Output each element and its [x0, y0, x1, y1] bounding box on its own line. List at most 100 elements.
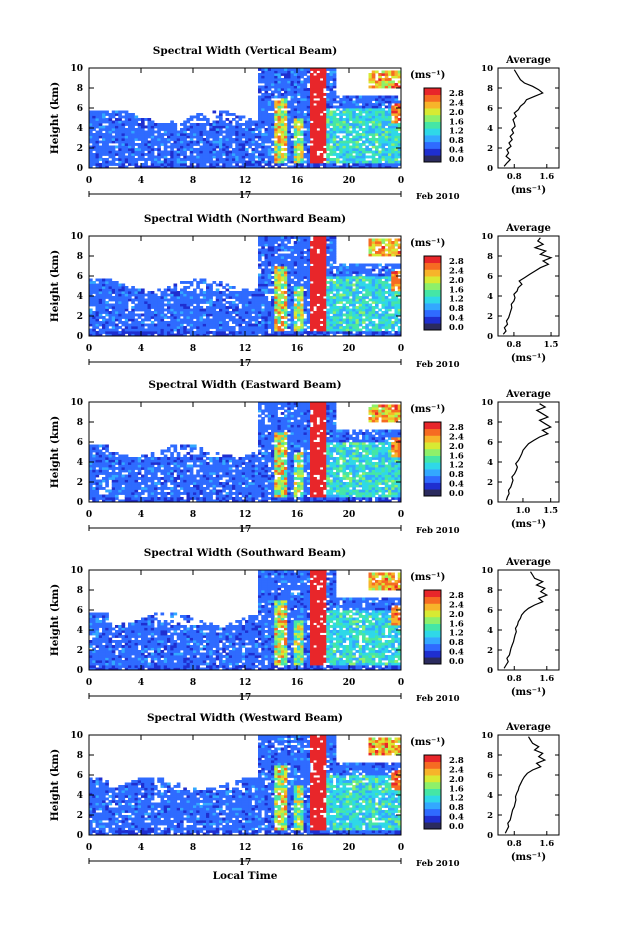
heatmap-cell	[258, 286, 262, 289]
heatmap-cell	[212, 160, 217, 164]
heatmap-cell	[388, 248, 392, 252]
heatmap-cell	[144, 318, 148, 322]
heatmap-cell	[329, 238, 334, 242]
heatmap-cell	[310, 268, 314, 272]
heatmap-cell	[349, 123, 353, 126]
heatmap-cell	[219, 333, 223, 337]
heatmap-cell	[271, 148, 275, 151]
heatmap-cell	[375, 243, 379, 247]
heatmap-cell	[124, 296, 129, 299]
heatmap-cell	[258, 95, 262, 99]
heatmap-cell	[277, 93, 282, 96]
heatmap-cell	[173, 301, 178, 304]
heatmap-cell	[323, 128, 327, 131]
heatmap-cell	[95, 301, 100, 304]
heatmap-cell	[176, 163, 181, 166]
heatmap-cell	[297, 313, 301, 317]
heatmap-cell	[264, 150, 269, 154]
heatmap-cell	[92, 489, 96, 493]
heatmap-cell	[108, 303, 113, 307]
heatmap-cell	[258, 113, 262, 116]
heatmap-cell	[274, 293, 278, 297]
heatmap-cell	[173, 311, 178, 314]
heatmap-cell	[316, 236, 321, 239]
heatmap-cell	[274, 291, 278, 294]
heatmap-cell	[378, 238, 382, 242]
heatmap-cell	[326, 113, 330, 116]
heatmap-cell	[150, 128, 155, 131]
heatmap-cell	[105, 140, 109, 144]
heatmap-cell	[222, 158, 226, 161]
heatmap-cell	[336, 281, 340, 284]
heatmap-cell	[254, 296, 259, 299]
heatmap-cell	[258, 303, 262, 307]
heatmap-cell	[313, 163, 317, 166]
heatmap-cell	[339, 293, 343, 297]
heatmap-cell	[310, 278, 314, 282]
heatmap-cell	[277, 318, 282, 322]
heatmap-cell	[199, 333, 204, 337]
heatmap-cell	[297, 148, 301, 151]
heatmap-cell	[95, 489, 100, 493]
heatmap-cell	[310, 316, 314, 319]
heatmap-cell	[332, 316, 337, 319]
heatmap-cell	[388, 138, 392, 141]
heatmap-cell	[95, 321, 100, 324]
heatmap-cell	[397, 135, 402, 139]
panel-title: Spectral Width (Eastward Beam)	[148, 379, 341, 391]
heatmap-cell	[271, 276, 275, 279]
heatmap-cell	[300, 163, 304, 166]
heatmap-cell	[297, 140, 301, 144]
heatmap-cell	[215, 150, 220, 154]
heatmap-cell	[290, 236, 295, 239]
heatmap-cell	[274, 303, 278, 307]
heatmap-cell	[280, 95, 285, 99]
heatmap-cell	[183, 120, 187, 124]
heatmap-cell	[332, 301, 337, 304]
heatmap-cell	[300, 253, 304, 257]
heatmap-cell	[150, 316, 155, 319]
heatmap-cell	[394, 298, 399, 302]
heatmap-cell	[173, 296, 178, 299]
heatmap-cell	[206, 331, 210, 334]
heatmap-cell	[144, 140, 148, 144]
heatmap-cell	[310, 78, 314, 81]
heatmap-cell	[316, 326, 321, 329]
heatmap-cell	[313, 271, 317, 274]
heatmap-cell	[183, 306, 187, 309]
heatmap-cell	[394, 306, 399, 309]
heatmap-cell	[384, 95, 389, 99]
heatmap-cell	[238, 311, 243, 314]
heatmap-cell	[176, 298, 181, 302]
heatmap-cell	[339, 266, 343, 269]
heatmap-cell	[397, 108, 402, 111]
heatmap-cell	[397, 110, 402, 114]
heatmap-cell	[384, 118, 389, 121]
heatmap-cell	[297, 118, 301, 121]
heatmap-cell	[326, 281, 330, 284]
heatmap-cell	[102, 278, 106, 282]
heatmap-cell	[349, 165, 353, 169]
heatmap-cell	[251, 296, 256, 299]
heatmap-cell	[271, 281, 275, 284]
heatmap-cell	[222, 333, 226, 337]
heatmap-cell	[349, 263, 353, 267]
heatmap-cell	[310, 328, 314, 332]
heatmap-cell	[339, 155, 343, 159]
heatmap-cell	[167, 333, 171, 337]
heatmap-cell	[381, 78, 386, 81]
heatmap-cell	[186, 313, 191, 317]
heatmap-cell	[173, 328, 178, 332]
heatmap-cell	[267, 123, 272, 126]
heatmap-cell	[274, 306, 278, 309]
heatmap-cell	[365, 323, 369, 327]
heatmap-cell	[157, 288, 161, 292]
heatmap-cell	[92, 321, 96, 324]
heatmap-cell	[355, 105, 360, 109]
heatmap-cell	[199, 123, 204, 126]
heatmap-cell	[358, 160, 363, 164]
heatmap-cell	[358, 266, 363, 269]
heatmap-cell	[193, 301, 197, 304]
heatmap-cell	[394, 135, 399, 139]
heatmap-cell	[381, 95, 386, 99]
